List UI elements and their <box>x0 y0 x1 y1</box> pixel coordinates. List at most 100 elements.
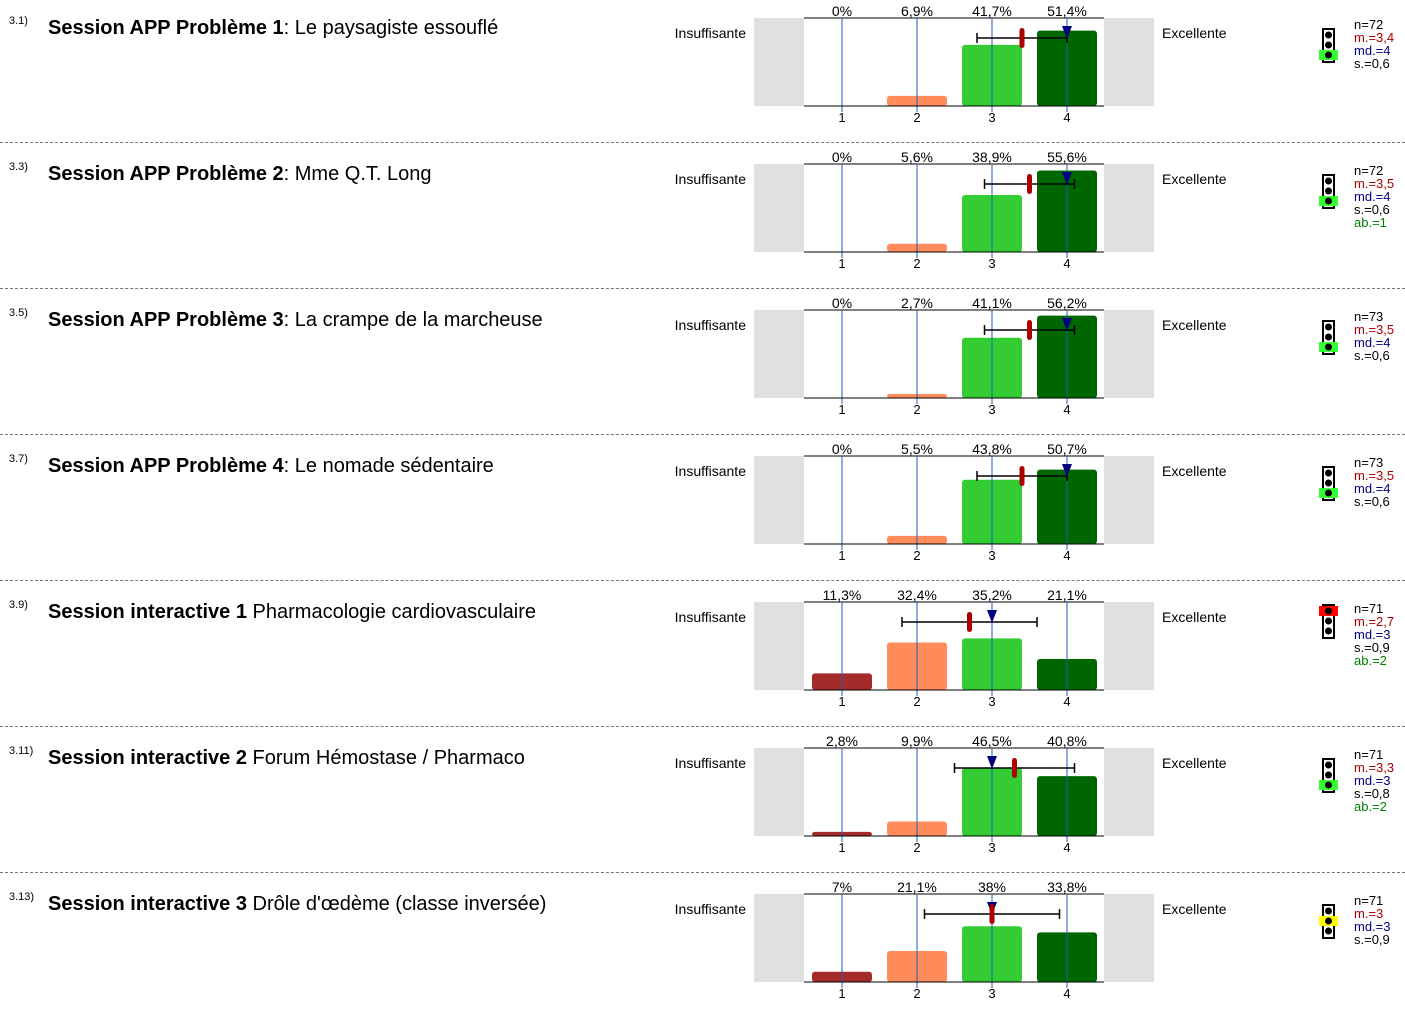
scale-high-label: Excellente <box>1162 609 1227 625</box>
question-title-rest: Forum Hémostase / Pharmaco <box>246 747 525 769</box>
percent-label-1: 0% <box>832 296 852 311</box>
percent-label-2: 5,5% <box>901 442 933 457</box>
rating-chart: Insuffisante Excellente 0% 1 5,6% 2 38,9% 3 55,6… <box>675 150 1227 271</box>
question-title-rest: Drôle d'œdème (classe inversée) <box>246 893 547 915</box>
question-title-bold: Session APP Problème 2 <box>48 163 284 185</box>
stat-mean: m.=3,5 <box>1354 176 1395 191</box>
rating-chart: Insuffisante Excellente 0% 1 6,9% 2 41,7% 3 51,4… <box>675 4 1227 125</box>
category-label-3: 3 <box>988 986 995 1001</box>
stat-median: md.=3 <box>1354 919 1391 934</box>
light-lamp-2 <box>1325 479 1332 487</box>
light-lamp-1 <box>1325 177 1332 185</box>
question-number: 3.5) <box>9 307 28 319</box>
stat-sd: s.=0,6 <box>1354 494 1390 509</box>
stat-sd: s.=0,6 <box>1354 348 1390 363</box>
scale-right-panel <box>1104 164 1154 252</box>
category-label-4: 4 <box>1063 548 1070 563</box>
light-lamp-3 <box>1325 489 1332 497</box>
category-label-1: 1 <box>838 840 845 855</box>
question-title: Session APP Problème 1: Le paysagiste es… <box>48 16 608 40</box>
scale-high-label: Excellente <box>1162 755 1227 771</box>
question-title-bold: Session APP Problème 3 <box>48 309 284 331</box>
question-row: 3.13) Session interactive 3 Drôle d'œdème… <box>0 880 1405 1026</box>
percent-label-1: 0% <box>832 4 852 19</box>
light-lamp-1 <box>1325 469 1332 477</box>
mean-marker <box>1019 466 1025 486</box>
median-marker <box>1062 464 1072 477</box>
category-label-3: 3 <box>988 402 995 417</box>
scale-right-panel <box>1104 456 1154 544</box>
category-label-3: 3 <box>988 840 995 855</box>
stat-n: n=72 <box>1354 163 1384 178</box>
light-lamp-1 <box>1325 323 1332 331</box>
scale-high-label: Excellente <box>1162 463 1227 479</box>
stat-sd: s.=0,9 <box>1354 640 1390 655</box>
median-marker <box>1062 318 1072 331</box>
rating-chart: Insuffisante Excellente 11,3% 1 32,4% 2 35,2% 3… <box>675 588 1227 709</box>
median-marker <box>987 756 997 769</box>
stats-block: n=71 m.=2,7 md.=3 s.=0,9 ab.=2 <box>1354 602 1394 667</box>
question-title: Session interactive 1 Pharmacologie card… <box>48 600 608 624</box>
question-title: Session APP Problème 2: Mme Q.T. Long <box>48 162 608 186</box>
scale-high-label: Excellente <box>1162 25 1227 41</box>
percent-label-2: 32,4% <box>897 588 937 603</box>
stats-block: n=72 m.=3,4 md.=4 s.=0,6 <box>1354 18 1394 70</box>
category-label-2: 2 <box>913 256 920 271</box>
scale-low-label: Insuffisante <box>675 25 747 41</box>
light-lamp-3 <box>1325 627 1332 635</box>
question-title-bold: Session interactive 2 <box>48 747 247 769</box>
traffic-light-icon <box>1319 758 1338 793</box>
percent-label-4: 33,8% <box>1047 880 1087 895</box>
light-lamp-3 <box>1325 343 1332 351</box>
question-row: 3.3) Session APP Problème 2: Mme Q.T. Lon… <box>0 150 1405 296</box>
question-number: 3.3) <box>9 161 28 173</box>
stat-median: md.=3 <box>1354 627 1391 642</box>
category-label-4: 4 <box>1063 986 1070 1001</box>
stat-sd: s.=0,8 <box>1354 786 1390 801</box>
row-separator <box>0 142 1405 143</box>
percent-label-2: 21,1% <box>897 880 937 895</box>
category-label-2: 2 <box>913 840 920 855</box>
question-row: 3.9) Session interactive 1 Pharmacologie … <box>0 588 1405 734</box>
light-lamp-3 <box>1325 197 1332 205</box>
row-separator <box>0 288 1405 289</box>
row-separator <box>0 434 1405 435</box>
percent-label-1: 0% <box>832 150 852 165</box>
percent-label-2: 9,9% <box>901 734 933 749</box>
percent-label-3: 41,7% <box>972 4 1012 19</box>
scale-left-panel <box>754 602 804 690</box>
stat-abstentions: ab.=2 <box>1354 799 1387 814</box>
percent-label-4: 51,4% <box>1047 4 1087 19</box>
category-label-1: 1 <box>838 402 845 417</box>
mean-marker <box>1027 174 1032 194</box>
scale-left-panel <box>754 18 804 106</box>
question-number: 3.11) <box>9 745 34 757</box>
question-row: 3.11) Session interactive 2 Forum Hémosta… <box>0 734 1405 880</box>
percent-label-1: 0% <box>832 442 852 457</box>
traffic-light-icon <box>1319 28 1338 63</box>
category-label-2: 2 <box>913 694 920 709</box>
scale-right-panel <box>1104 310 1154 398</box>
percent-label-1: 2,8% <box>826 734 858 749</box>
stat-mean: m.=3,4 <box>1354 30 1395 45</box>
stat-mean: m.=3,5 <box>1354 468 1395 483</box>
stat-n: n=71 <box>1354 601 1384 616</box>
traffic-light-icon <box>1319 174 1338 209</box>
question-number: 3.9) <box>9 599 28 611</box>
stat-mean: m.=3,3 <box>1354 760 1395 775</box>
stat-abstentions: ab.=2 <box>1354 653 1387 668</box>
percent-label-4: 55,6% <box>1047 150 1087 165</box>
category-label-1: 1 <box>838 256 845 271</box>
stats-block: n=71 m.=3,3 md.=3 s.=0,8 ab.=2 <box>1354 748 1394 813</box>
light-lamp-3 <box>1325 927 1332 935</box>
light-lamp-2 <box>1325 41 1332 49</box>
scale-low-label: Insuffisante <box>675 171 747 187</box>
category-label-3: 3 <box>988 110 995 125</box>
stat-sd: s.=0,6 <box>1354 202 1390 217</box>
stat-median: md.=4 <box>1354 189 1391 204</box>
light-lamp-2 <box>1325 617 1332 625</box>
scale-left-panel <box>754 310 804 398</box>
category-label-4: 4 <box>1063 840 1070 855</box>
percent-label-3: 38,9% <box>972 150 1012 165</box>
scale-high-label: Excellente <box>1162 901 1227 917</box>
